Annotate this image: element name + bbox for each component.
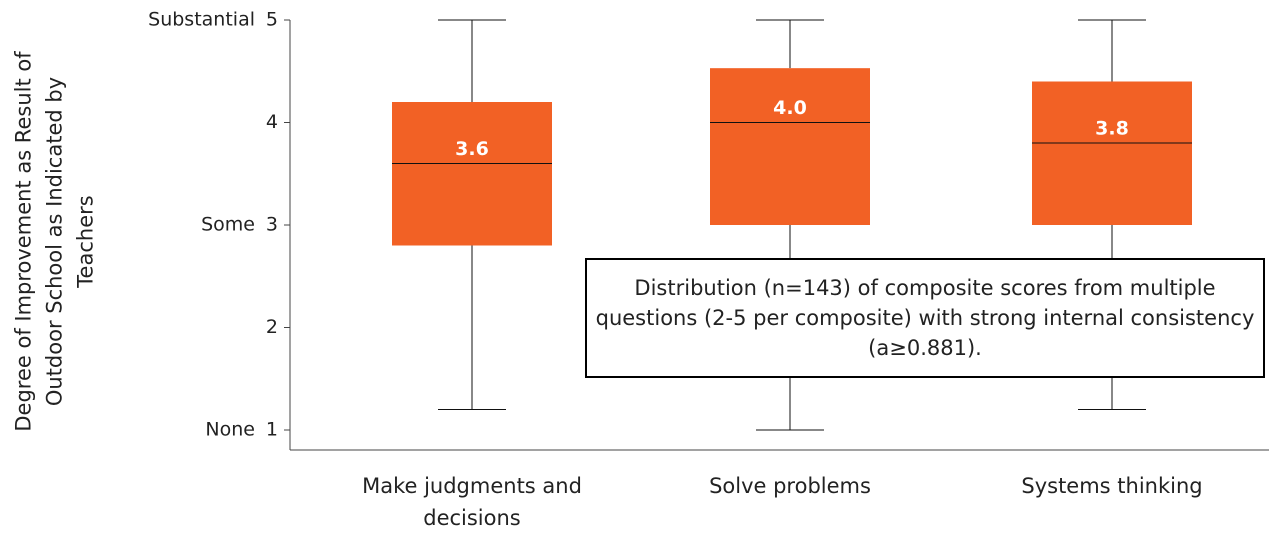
annotation: Distribution (n=143) of composite scores… (585, 258, 1265, 378)
x-tick-label: Systems thinking (1021, 474, 1203, 498)
y-axis-label: Degree of Improvement as Result of Outdo… (11, 51, 98, 432)
y-tick-label: 5 (266, 9, 278, 31)
box (392, 102, 552, 246)
y-level-label: None (205, 419, 255, 441)
x-tick-label: Make judgments and decisions (362, 474, 582, 530)
median-label: 3.6 (455, 138, 489, 160)
y-tick-label: 3 (266, 214, 278, 236)
y-tick-label: 4 (266, 111, 278, 133)
x-tick-label: Solve problems (709, 474, 871, 498)
y-level-label: Some (201, 214, 255, 236)
y-tick-label: 1 (266, 419, 278, 441)
median-label: 3.8 (1095, 118, 1129, 140)
box (1032, 81, 1192, 225)
median-label: 4.0 (773, 97, 807, 119)
y-level-label: Substantial (148, 9, 255, 31)
box (710, 68, 870, 225)
y-tick-label: 2 (266, 316, 278, 338)
